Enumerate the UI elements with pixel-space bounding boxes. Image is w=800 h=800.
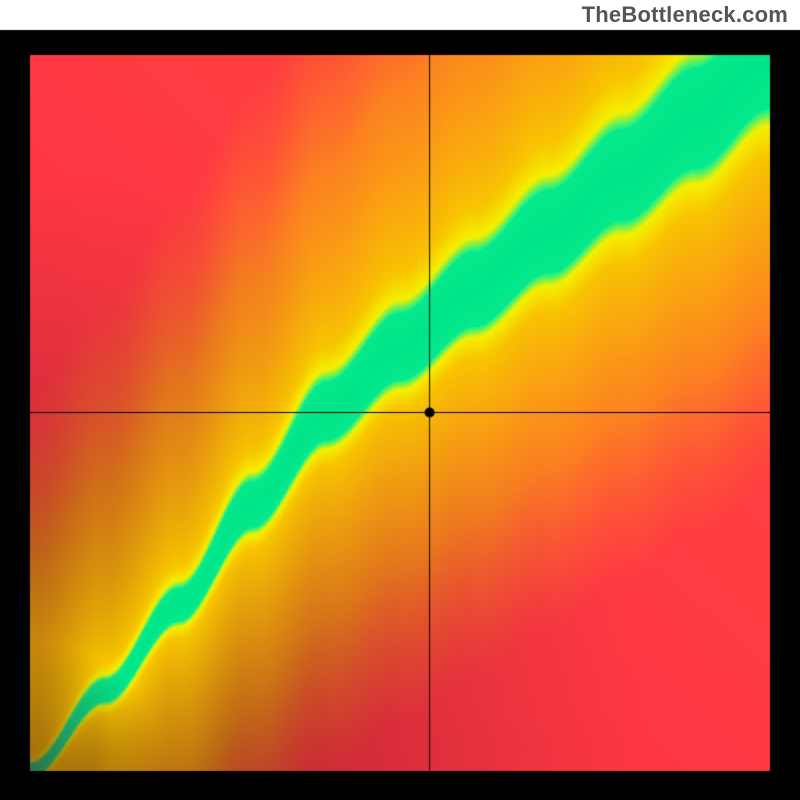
chart-container: TheBottleneck.com	[0, 0, 800, 800]
watermark-text: TheBottleneck.com	[582, 2, 788, 28]
bottleneck-heatmap-canvas	[0, 0, 800, 800]
